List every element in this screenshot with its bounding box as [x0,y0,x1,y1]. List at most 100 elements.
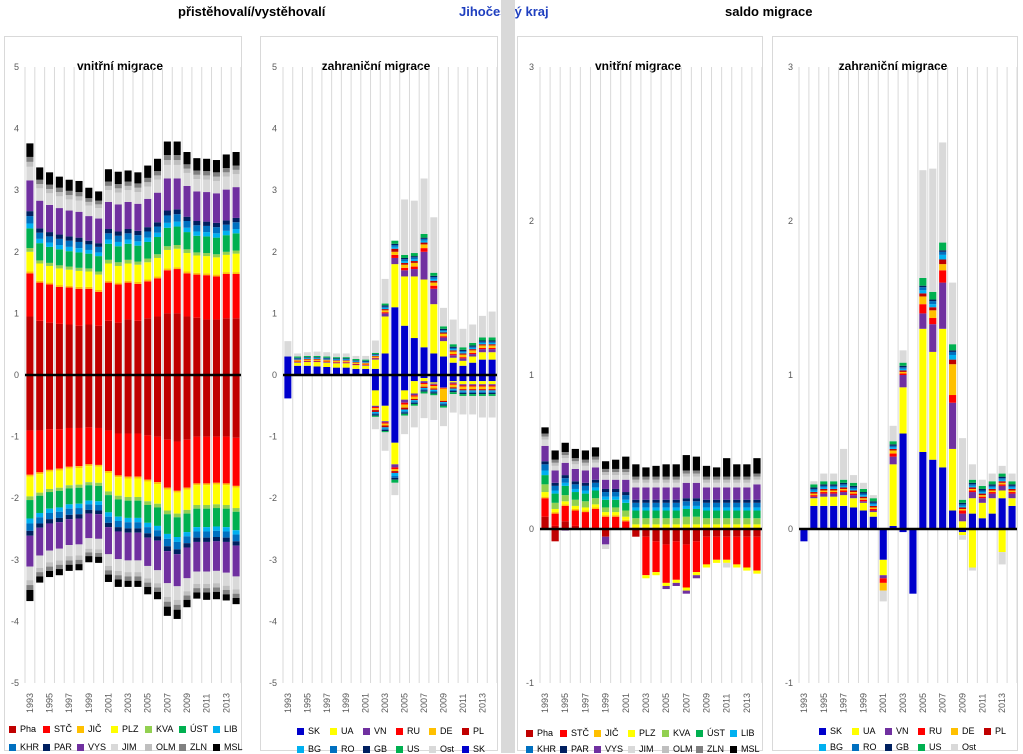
bar-kva [712,518,721,525]
bar-ua [362,365,370,369]
bar-jim [55,196,63,209]
bar-sk [449,362,457,375]
bar-msl [642,467,650,477]
bar-vys [104,201,112,230]
bar-vys [601,536,610,545]
legend-entry: JIM [111,742,137,752]
bar-pha [232,318,240,375]
bar-jič [541,496,549,499]
bar-msl [134,172,142,184]
bar-úst [183,232,191,250]
bar-lib [571,488,579,493]
bar-ost [401,415,409,435]
bar-ro [899,367,907,369]
bar-vn [313,361,321,363]
bar-khr [75,508,83,515]
bar-plz [104,472,112,492]
bar-pl [410,261,418,263]
bar-lib [65,246,73,252]
bar-par [541,461,549,465]
bar-pl [1008,488,1016,491]
x-tick-label: 2001 [878,693,888,713]
bar-bg [488,390,496,392]
bar-de [869,507,877,509]
bar-vn [459,384,467,386]
bar-jim [622,475,630,480]
bar-ost [949,282,957,345]
bar-zln [743,476,751,480]
bar-lib [36,238,44,244]
bar-khr [144,527,152,534]
bar-khr [183,221,191,228]
legend-entry: LIB [213,724,238,734]
bar-vn [342,362,350,364]
bar-zln [163,601,171,607]
bar-ost [978,479,986,486]
bar-sk [919,452,927,529]
legend-swatch [819,743,826,751]
bar-olm [581,462,590,466]
bar-úst [65,488,73,505]
bar-de [929,310,937,319]
legend-label: US [929,742,942,752]
bar-de [488,345,496,348]
bar-ro [381,428,389,430]
bar-olm [712,479,721,483]
x-tick-label: 2005 [661,693,671,713]
bar-pl [488,389,496,391]
bar-pha [85,375,93,428]
bar-zln [652,476,660,480]
legend-label: JIM [639,744,654,754]
bar-bg [352,361,360,363]
bar-stč [183,273,191,317]
x-tick-label: 2003 [641,693,651,713]
bar-kva [203,253,211,257]
bar-stč [104,430,112,472]
legend-swatch [77,725,84,733]
bar-jim [144,186,152,199]
bar-par [591,479,600,483]
bar-pl [929,307,937,311]
y-tick-label: 3 [272,185,277,195]
bar-gb [988,484,996,486]
legend-entry: OLM [145,742,176,752]
bar-kva [733,518,741,525]
bar-lib [632,507,640,511]
bar-vn [919,313,927,329]
bar-vn [820,493,828,497]
bar-olm [114,188,122,193]
bar-msl [222,154,230,169]
bar-jim [154,179,162,193]
bar-lib [733,507,741,511]
bar-vys [662,585,670,590]
legend-label: ZLN [190,742,208,752]
bar-par [682,498,690,502]
legend-label: STČ [571,728,589,738]
bar-pha [642,529,650,537]
bar-plz [183,489,191,510]
bar-olm [733,479,741,483]
bar-ru [998,484,1006,486]
legend-entry: PAR [560,744,589,754]
bar-ost [968,464,976,480]
legend-swatch [696,745,703,753]
bar-stč [95,427,103,465]
bar-ro [439,403,448,405]
bar-ro [401,411,409,413]
bar-plz [692,572,701,576]
bar-stč [114,284,122,323]
bar-kva [173,245,181,249]
bar-pl [820,488,828,491]
bar-plz [173,248,181,268]
bar-jič [232,485,240,488]
bar-ro [371,413,379,415]
bar-us [352,358,360,361]
bar-olm [723,479,731,483]
bar-msl [46,172,54,185]
bar-vys [75,518,83,545]
bar-us [988,481,996,485]
bar-ro [988,485,996,488]
bar-ru [958,510,967,514]
bar-ru [919,304,927,314]
x-tick-label: 1995 [560,693,570,713]
